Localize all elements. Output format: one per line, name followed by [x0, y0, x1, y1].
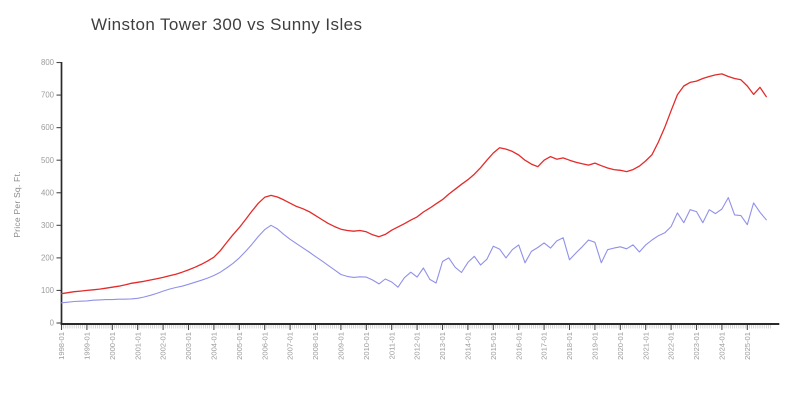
x-tick-label: 2011-01 — [387, 332, 396, 359]
x-tick-label: 2015-01 — [489, 332, 498, 360]
x-tick-label: 2025-01 — [743, 332, 752, 360]
x-tick-label: 2019-01 — [591, 332, 600, 360]
y-tick-label: 0 — [50, 319, 55, 328]
y-tick-label: 300 — [41, 221, 55, 230]
y-tick-label: 500 — [41, 156, 55, 165]
y-tick-label: 700 — [41, 91, 55, 100]
x-tick-label: 2013-01 — [438, 332, 447, 360]
x-tick-label: 2007-01 — [286, 332, 295, 360]
sunny-isles-line — [60, 197, 767, 304]
y-tick-label: 200 — [41, 253, 55, 262]
x-tick-label: 2016-01 — [514, 332, 523, 360]
y-tick-label: 100 — [41, 286, 55, 295]
x-tick-label: 1999-01 — [83, 332, 92, 360]
x-tick-label: 2018-01 — [565, 332, 574, 360]
x-tick-label: 2000-01 — [108, 332, 117, 360]
x-tick-label: 2003-01 — [184, 332, 193, 360]
x-tick-label: 2021-01 — [641, 332, 650, 360]
winston-tower-line — [60, 73, 767, 295]
x-tick-label: 2012-01 — [413, 332, 422, 360]
x-tick-label: 2005-01 — [235, 332, 244, 360]
y-tick-label: 600 — [41, 123, 55, 132]
x-tick-label: 1998-01 — [57, 332, 66, 360]
x-tick-label: 2023-01 — [692, 332, 701, 360]
x-tick-label: 2020-01 — [616, 332, 625, 360]
x-tick-label: 2017-01 — [540, 332, 549, 360]
x-tick-label: 2009-01 — [337, 332, 346, 360]
x-tick-label: 2022-01 — [667, 332, 676, 360]
x-tick-label: 2024-01 — [718, 332, 727, 360]
x-tick-label: 2004-01 — [210, 332, 219, 360]
x-tick-label: 2001-01 — [133, 332, 142, 360]
x-tick-label: 2008-01 — [311, 332, 320, 360]
y-tick-label: 800 — [41, 58, 55, 67]
x-tick-label: 2014-01 — [464, 332, 473, 360]
y-tick-label: 400 — [41, 188, 55, 197]
x-tick-label: 2006-01 — [260, 332, 269, 360]
x-tick-label: 2010-01 — [362, 332, 371, 360]
x-tick-label: 2002-01 — [159, 332, 168, 360]
y-axis-label: Price Per Sq. Ft. — [12, 171, 22, 237]
chart-title: Winston Tower 300 vs Sunny Isles — [91, 15, 363, 34]
